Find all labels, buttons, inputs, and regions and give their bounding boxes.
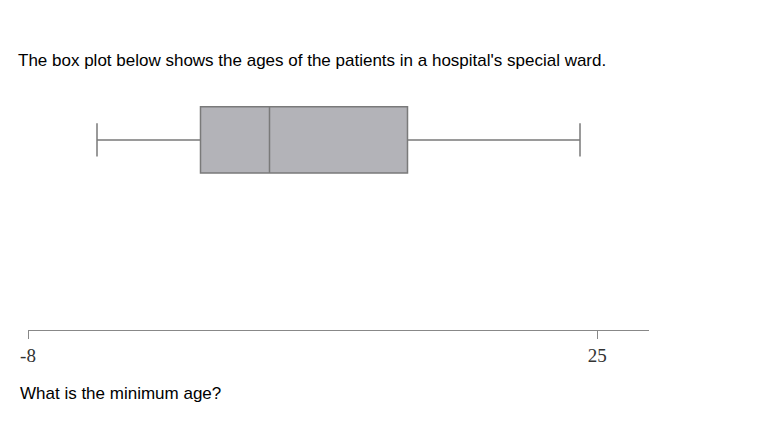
svg-text:The box plot below shows the a: The box plot below shows the ages of the… [18, 51, 606, 70]
svg-text:25: 25 [588, 345, 607, 366]
svg-text:-8: -8 [20, 345, 36, 366]
svg-text:What is the minimum age?: What is the minimum age? [20, 384, 221, 403]
